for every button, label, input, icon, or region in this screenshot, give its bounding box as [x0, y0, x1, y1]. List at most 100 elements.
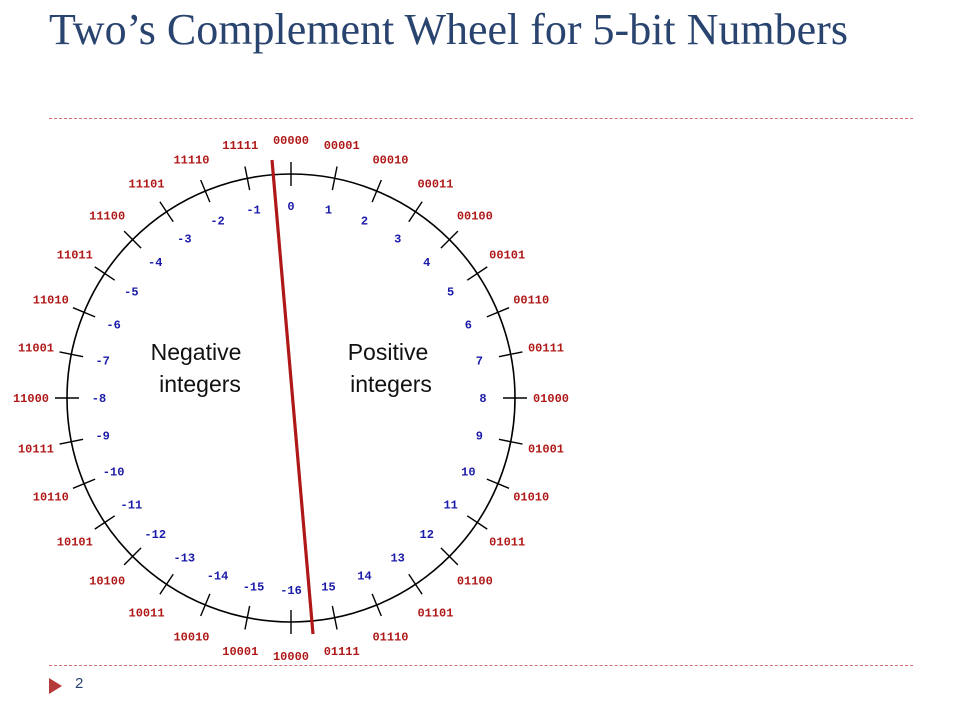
wheel-tick: [123, 547, 142, 566]
wheel-tick: [466, 515, 488, 530]
integer-value-label: -14: [207, 569, 229, 583]
wheel-tick: [331, 605, 338, 630]
wheel-tick: [94, 266, 116, 281]
wheel-tick: [486, 478, 510, 489]
positive-label-line2: integers: [350, 371, 432, 397]
bit-code-label: 10101: [57, 535, 93, 549]
integer-value-label: -8: [92, 392, 106, 406]
wheel-tick: [498, 351, 523, 358]
integer-value-label: 13: [390, 552, 404, 566]
wheel-tick: [440, 547, 459, 566]
integer-value-label: 0: [287, 200, 294, 214]
wheel-tick: [159, 573, 174, 595]
wheel-tick: [244, 605, 251, 630]
bit-code-label: 00100: [457, 210, 493, 224]
bit-code-label: 11101: [129, 177, 165, 191]
integer-value-label: 10: [461, 465, 475, 479]
integer-value-label: -10: [103, 465, 125, 479]
bit-code-label: 10011: [129, 607, 165, 621]
bit-code-label: 00010: [372, 154, 408, 168]
integer-value-label: -6: [106, 319, 120, 333]
wheel-tick: [331, 166, 338, 191]
wheel-tick: [200, 593, 211, 617]
bit-code-label: 10010: [173, 630, 209, 644]
integer-value-label: 14: [357, 569, 371, 583]
bit-code-labels: 00000 00001000100001100100001010011000111…: [13, 134, 569, 664]
integer-value-label: -2: [210, 215, 224, 229]
negative-label-line1: Negative: [151, 339, 242, 365]
integer-value-label: -7: [95, 355, 109, 369]
wheel-tick: [72, 307, 96, 318]
bit-code-label: 10100: [89, 574, 125, 588]
integer-value-label: -1: [246, 204, 260, 218]
wheel-tick: [466, 266, 488, 281]
bit-code-label: 11100: [89, 210, 125, 224]
bit-code-label: 01001: [528, 442, 564, 456]
integer-value-label: 1: [325, 204, 332, 218]
bit-code-label: 11110: [173, 154, 209, 168]
wheel-tick: [94, 515, 116, 530]
wheel-tick: [159, 201, 174, 223]
bit-code-label: 00101: [489, 249, 525, 263]
bit-code-label: 00000: [273, 134, 309, 148]
integer-value-label: 3: [394, 232, 401, 246]
wheel-tick: [72, 478, 96, 489]
negative-label-line2: integers: [159, 371, 241, 397]
integer-value-label: -11: [121, 499, 143, 513]
wheel-tick: [486, 307, 510, 318]
integer-value-label: -12: [144, 528, 166, 542]
footer-divider: [49, 665, 913, 666]
integer-value-label: -13: [174, 552, 196, 566]
integer-value-label: 12: [420, 528, 434, 542]
integer-value-label: 5: [447, 285, 454, 299]
integer-value-label: -15: [243, 580, 265, 594]
bit-code-label: 11010: [33, 293, 69, 307]
positive-label-line1: Positive: [348, 339, 429, 365]
integer-value-label: 15: [321, 580, 335, 594]
bit-code-label: 01101: [417, 607, 453, 621]
bit-code-label: 01010: [513, 491, 549, 505]
wheel-tick: [59, 438, 84, 445]
integer-value-label: -3: [177, 232, 191, 246]
bit-code-label: 01000: [533, 392, 569, 406]
wheel-tick: [408, 573, 423, 595]
title-divider: [49, 118, 913, 119]
integer-value-labels: 0 123456789101112131415-16-15-14-13-12-11…: [92, 200, 487, 598]
wheel-tick: [498, 438, 523, 445]
bit-code-label: 10110: [33, 491, 69, 505]
wheel-tick: [371, 179, 382, 203]
sign-boundary-line: [270, 159, 315, 635]
wheel-tick: [59, 351, 84, 358]
bit-code-label: 01100: [457, 574, 493, 588]
integer-value-label: 6: [465, 319, 472, 333]
bit-code-label: 01110: [372, 630, 408, 644]
wheel-tick: [408, 201, 423, 223]
integer-value-label: 11: [443, 499, 457, 513]
bit-code-label: 00111: [528, 342, 564, 356]
integer-value-label: 2: [361, 215, 368, 229]
wheel-tick: [123, 230, 142, 249]
bit-code-label: 11111: [222, 139, 258, 153]
integer-value-label: 7: [476, 355, 483, 369]
bit-code-label: 11000: [13, 392, 49, 406]
integer-value-label: -16: [280, 584, 302, 598]
wheel-ticks: [55, 162, 527, 634]
integer-value-label: -4: [148, 256, 162, 270]
red-triangle-bullet-icon: [49, 678, 62, 694]
integer-value-label: 4: [423, 256, 430, 270]
page-number: 2: [75, 675, 84, 692]
wheel-tick: [200, 179, 211, 203]
wheel-tick: [244, 166, 251, 191]
integer-value-label: 8: [479, 392, 486, 406]
integer-value-label: -5: [124, 285, 138, 299]
bit-code-label: 00110: [513, 293, 549, 307]
bit-code-label: 01111: [324, 645, 360, 659]
bit-code-label: 00001: [324, 139, 360, 153]
bit-code-label: 10111: [18, 442, 54, 456]
bit-code-label: 11001: [18, 342, 54, 356]
integer-value-label: 9: [476, 429, 483, 443]
integer-value-label: -9: [95, 429, 109, 443]
slide-title: Two’s Complement Wheel for 5-bit Numbers: [49, 5, 848, 54]
bit-code-label: 00011: [417, 177, 453, 191]
